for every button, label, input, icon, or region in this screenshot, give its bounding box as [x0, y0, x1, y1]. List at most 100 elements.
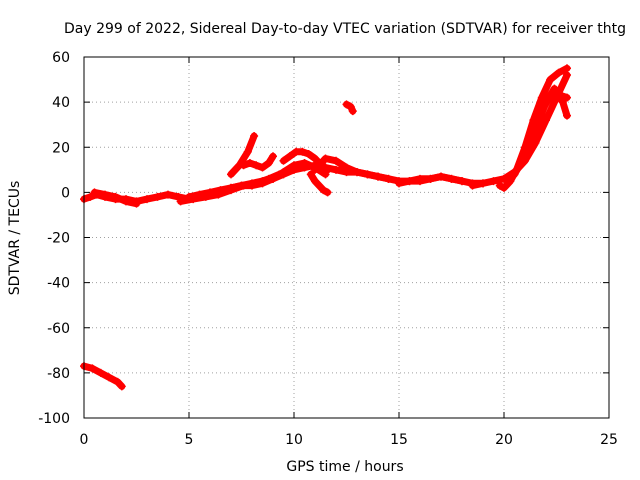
data-point: [489, 177, 498, 186]
data-point: [506, 177, 515, 186]
data-point: [563, 93, 571, 102]
data-point: [252, 161, 261, 170]
data-point: [550, 89, 559, 98]
data-point: [113, 377, 122, 386]
data-point: [563, 111, 571, 120]
data-point: [239, 161, 248, 170]
x-tick-label: 20: [495, 432, 513, 448]
data-point: [86, 192, 95, 201]
data-point: [510, 170, 519, 179]
x-tick-labels: 0 5 10 15 20 25: [80, 432, 618, 448]
data-point: [563, 71, 571, 80]
data-point: [243, 147, 252, 156]
y-tick-label: -60: [47, 321, 70, 337]
x-axis-label: GPS time / hours: [286, 459, 403, 475]
data-point: [250, 131, 259, 140]
data-point: [298, 147, 307, 156]
data-point: [132, 199, 141, 208]
data-point: [248, 181, 256, 190]
data-point: [258, 163, 267, 172]
data-point: [416, 174, 424, 183]
data-point: [195, 190, 204, 199]
plot-frame: [83, 56, 610, 419]
data-point: [323, 188, 332, 197]
data-point: [153, 192, 162, 201]
data-point: [321, 154, 330, 163]
data-point: [516, 159, 525, 168]
data-point: [101, 190, 109, 199]
data-point: [206, 188, 214, 197]
data-point: [122, 197, 130, 206]
data-point: [105, 373, 114, 382]
data-point: [311, 165, 319, 174]
data-point: [537, 93, 546, 102]
x-tick-label: 5: [185, 432, 194, 448]
data-point: [90, 188, 99, 197]
data-point: [395, 179, 403, 188]
y-tick-label: 20: [52, 140, 70, 156]
data-point: [342, 163, 351, 172]
data-point: [319, 186, 328, 195]
y-tick-label: -80: [47, 366, 70, 382]
x-tick-label: 0: [80, 432, 89, 448]
data-point: [269, 174, 277, 183]
data-point: [563, 64, 571, 73]
data-point: [332, 165, 340, 174]
y-tick-label: -20: [47, 231, 70, 247]
data-point: [285, 152, 294, 161]
data-point: [405, 177, 414, 186]
data-point: [143, 195, 151, 204]
data-point: [306, 170, 315, 179]
data-point: [554, 68, 563, 77]
data-point: [495, 181, 504, 190]
data-point: [479, 179, 487, 188]
y-tick-label: 0: [61, 185, 70, 201]
series-track-8: [306, 170, 332, 197]
series-track-11: [395, 172, 466, 188]
data-traces: [80, 64, 571, 391]
data-point: [342, 100, 351, 109]
x-tick-label: 15: [390, 432, 408, 448]
data-point: [290, 161, 298, 170]
data-point: [88, 364, 97, 373]
data-point: [227, 183, 235, 192]
data-point: [332, 156, 340, 165]
data-point: [500, 174, 508, 183]
data-point: [323, 165, 332, 174]
y-tick-label: 40: [52, 95, 70, 111]
data-point: [111, 192, 120, 201]
data-point: [353, 168, 361, 177]
series-track-15: [537, 89, 571, 116]
x-tick-label: 25: [600, 432, 618, 448]
data-point: [348, 107, 357, 116]
data-point: [315, 181, 324, 190]
data-point: [227, 170, 235, 179]
data-point: [384, 174, 393, 183]
data-point: [164, 190, 172, 199]
series-track-2: [90, 188, 141, 208]
data-point: [279, 168, 288, 177]
data-point: [346, 102, 355, 111]
y-tick-labels: -100 -80 -60 -40 -20 0 20 40 60: [38, 50, 70, 427]
y-axis-label: SDTVAR / TECUs: [7, 181, 23, 296]
data-point: [185, 192, 193, 201]
data-point: [556, 91, 565, 100]
data-point: [537, 107, 546, 116]
data-point: [426, 174, 435, 183]
data-point: [500, 183, 508, 192]
series-line: [496, 64, 571, 192]
data-point: [258, 179, 267, 188]
series-track-9: [311, 154, 393, 183]
data-point: [468, 181, 477, 190]
series-line: [227, 132, 258, 178]
data-point: [458, 177, 466, 186]
chart-title: Day 299 of 2022, Sidereal Day-to-day VTE…: [64, 21, 626, 37]
data-point: [447, 174, 456, 183]
data-point: [542, 116, 550, 125]
series-track-10: [342, 100, 357, 116]
data-point: [304, 150, 313, 159]
data-point: [117, 382, 126, 391]
data-point: [311, 154, 319, 163]
